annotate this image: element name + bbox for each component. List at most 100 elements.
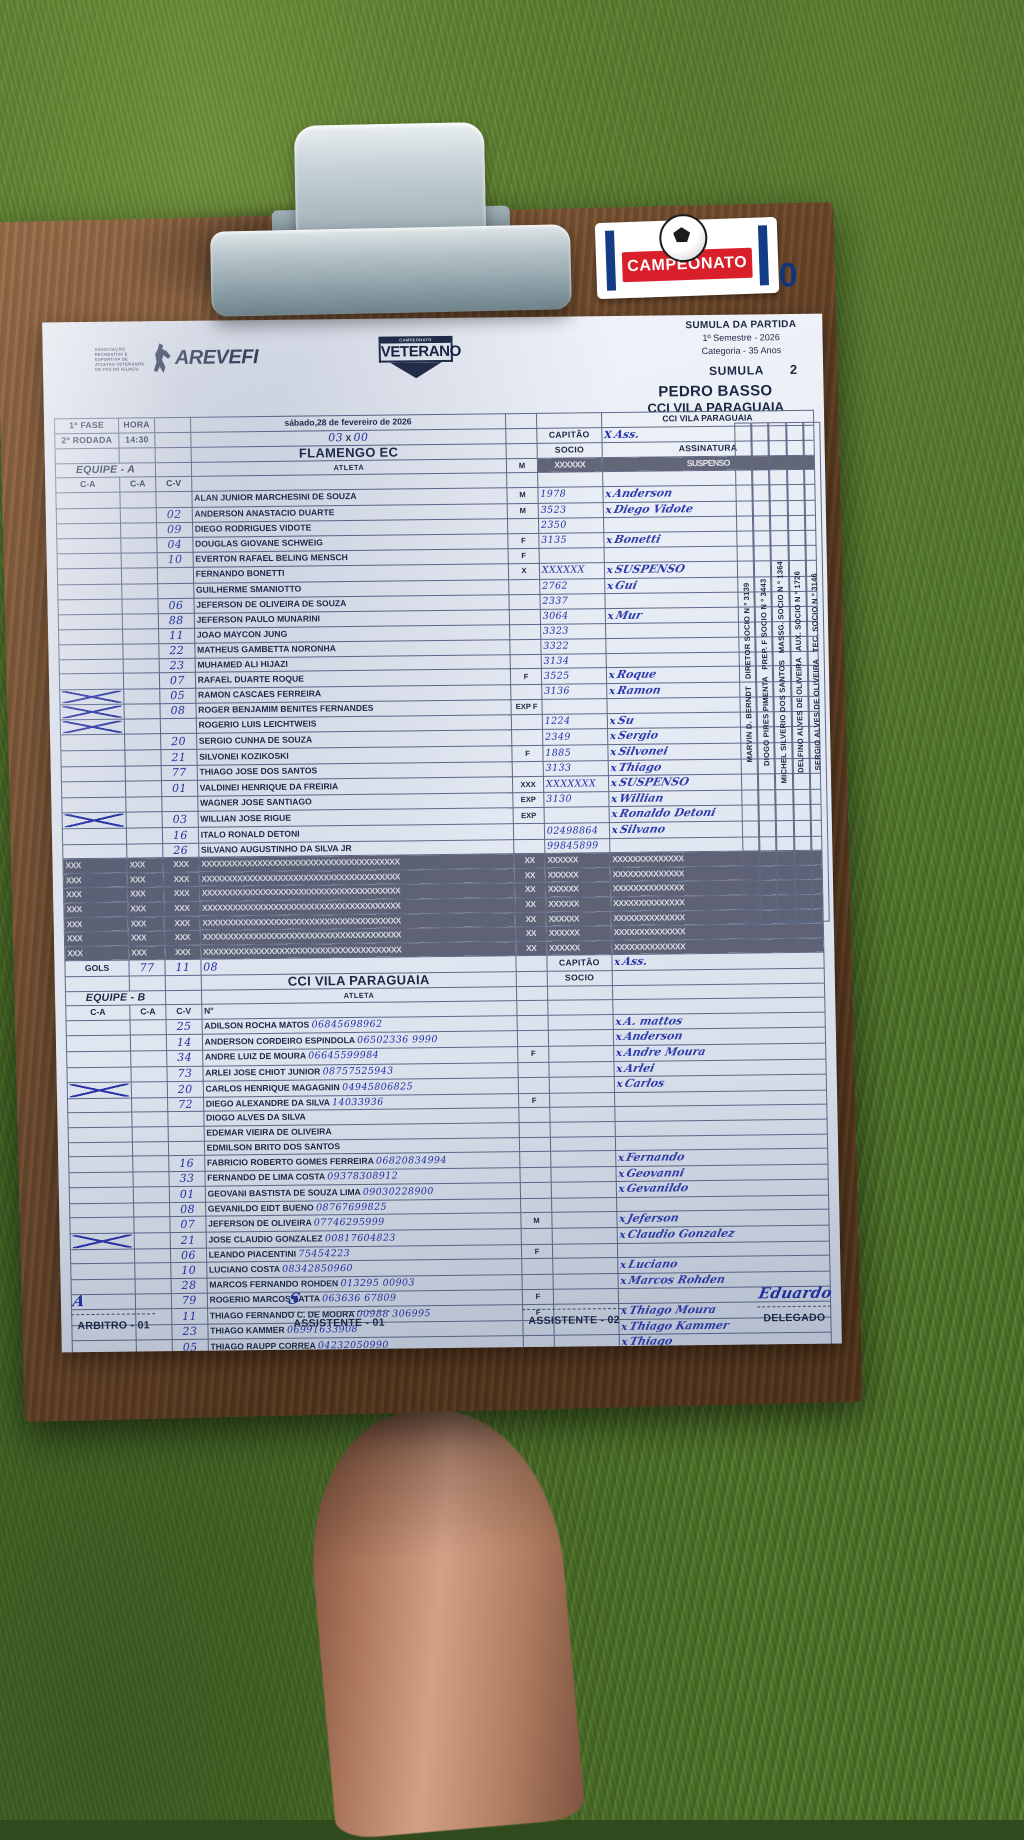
player-ca1[interactable]: [60, 689, 124, 705]
player-ca2[interactable]: [123, 629, 159, 644]
player-ca2[interactable]: [120, 492, 156, 508]
player-ca1[interactable]: [72, 1340, 136, 1352]
player-ca1[interactable]: [62, 813, 126, 829]
arbitro-signature-cell[interactable]: A ARBITRO - 01: [77, 1297, 150, 1332]
player-ca1[interactable]: [61, 781, 125, 797]
player-ca2[interactable]: [126, 797, 162, 813]
player-ca1[interactable]: [58, 614, 122, 630]
player-ca2[interactable]: [133, 1171, 169, 1187]
player-ca2[interactable]: [134, 1202, 170, 1217]
player-ca2[interactable]: [135, 1263, 171, 1279]
player-ca1[interactable]: [70, 1233, 134, 1249]
player-ca1[interactable]: [62, 797, 126, 813]
player-ca2[interactable]: [124, 704, 160, 719]
player-ca1[interactable]: [57, 568, 121, 584]
player-ca1[interactable]: [57, 553, 121, 568]
player-ca1[interactable]: [70, 1249, 134, 1264]
x-cell: XXXXXX: [545, 867, 610, 882]
player-ca1[interactable]: [60, 719, 124, 735]
player-ca2[interactable]: [126, 812, 162, 828]
player-ca2[interactable]: [133, 1187, 169, 1203]
player-ca2[interactable]: [134, 1248, 170, 1263]
player-ca2[interactable]: [123, 673, 159, 689]
player-ca2[interactable]: [136, 1340, 172, 1353]
player-ca1[interactable]: [59, 629, 123, 644]
player-ca1[interactable]: [66, 1020, 130, 1036]
player-ca2[interactable]: [131, 1082, 167, 1098]
player-ca1[interactable]: [62, 828, 126, 844]
player-ca2[interactable]: [132, 1127, 168, 1142]
player-ca2[interactable]: [130, 1035, 166, 1051]
player-ca1[interactable]: [61, 735, 125, 751]
player-ca2[interactable]: [122, 613, 158, 629]
player-m: F: [519, 1093, 550, 1108]
player-ca1[interactable]: [68, 1098, 132, 1113]
player-ca2[interactable]: [120, 507, 156, 523]
player-ca1[interactable]: [71, 1263, 135, 1279]
player-ca2[interactable]: [131, 1066, 167, 1082]
player-number: [158, 583, 194, 599]
player-ca1[interactable]: [66, 1035, 130, 1051]
player-ca2[interactable]: [131, 1051, 167, 1067]
player-ca2[interactable]: [125, 750, 161, 766]
player-ca2[interactable]: [132, 1141, 168, 1156]
player-ca2[interactable]: [134, 1217, 170, 1233]
player-ca1[interactable]: [60, 704, 124, 719]
player-ca2[interactable]: [122, 599, 158, 614]
player-ca2[interactable]: [131, 1097, 167, 1112]
player-ca2[interactable]: [122, 583, 158, 599]
metal-clip[interactable]: [208, 116, 572, 338]
player-ca1[interactable]: [58, 599, 122, 614]
player-ca1[interactable]: [69, 1187, 133, 1203]
player-ca1[interactable]: [57, 538, 121, 554]
player-ca1[interactable]: [70, 1217, 134, 1233]
player-ca2[interactable]: [125, 734, 161, 750]
player-ca1[interactable]: [67, 1051, 131, 1067]
player-ca2[interactable]: [130, 1019, 166, 1035]
player-ca1[interactable]: [56, 508, 120, 524]
player-ca2[interactable]: [124, 688, 160, 704]
player-ca1[interactable]: [59, 659, 123, 674]
player-ca1[interactable]: [68, 1112, 132, 1127]
col-b-ca2: C-A: [130, 1005, 166, 1020]
player-ca2[interactable]: [132, 1112, 168, 1127]
player-ca2[interactable]: [135, 1278, 171, 1294]
player-ca1[interactable]: [58, 584, 122, 600]
player-m: [519, 1137, 550, 1152]
player-m: [520, 1151, 551, 1167]
player-ca2[interactable]: [125, 781, 161, 797]
player-ca1[interactable]: [68, 1142, 132, 1157]
player-ca1[interactable]: [59, 644, 123, 659]
player-ca2[interactable]: [134, 1233, 170, 1249]
player-ca2[interactable]: [123, 658, 159, 673]
assistente2-signature-cell[interactable]: ASSISTENTE - 02: [528, 1292, 620, 1327]
player-ca1[interactable]: [69, 1172, 133, 1188]
player-ca1[interactable]: [63, 844, 127, 859]
player-ca2[interactable]: [123, 644, 159, 659]
player-ca2[interactable]: [125, 765, 161, 781]
player-ca1[interactable]: [70, 1203, 134, 1218]
player-ca1[interactable]: [56, 523, 120, 538]
player-ca1[interactable]: [61, 750, 125, 766]
player-ca1[interactable]: [68, 1127, 132, 1142]
player-ca2[interactable]: [133, 1156, 169, 1172]
player-ca2[interactable]: [127, 843, 163, 858]
player-ca2[interactable]: [121, 553, 157, 568]
player-m: M: [521, 1213, 552, 1229]
player-ca2[interactable]: [121, 568, 157, 584]
player-ca1[interactable]: [67, 1082, 131, 1098]
player-ca2[interactable]: [126, 828, 162, 844]
player-ca2[interactable]: [121, 537, 157, 553]
arevefi-logo-word: AREVEFI: [175, 346, 259, 370]
assistente1-signature-cell[interactable]: S ASSISTENTE - 01: [293, 1295, 385, 1330]
player-socio: [544, 807, 609, 823]
player-ca1[interactable]: [59, 673, 123, 689]
player-ca1[interactable]: [67, 1067, 131, 1083]
player-ca2[interactable]: [124, 719, 160, 735]
player-ca1[interactable]: [69, 1156, 133, 1172]
player-ca2[interactable]: [120, 523, 156, 538]
player-ca1[interactable]: [56, 492, 120, 508]
player-m: EXP: [513, 808, 544, 824]
delegado-signature-cell[interactable]: Eduardo DELEGADO: [763, 1290, 826, 1325]
player-ca1[interactable]: [61, 766, 125, 782]
